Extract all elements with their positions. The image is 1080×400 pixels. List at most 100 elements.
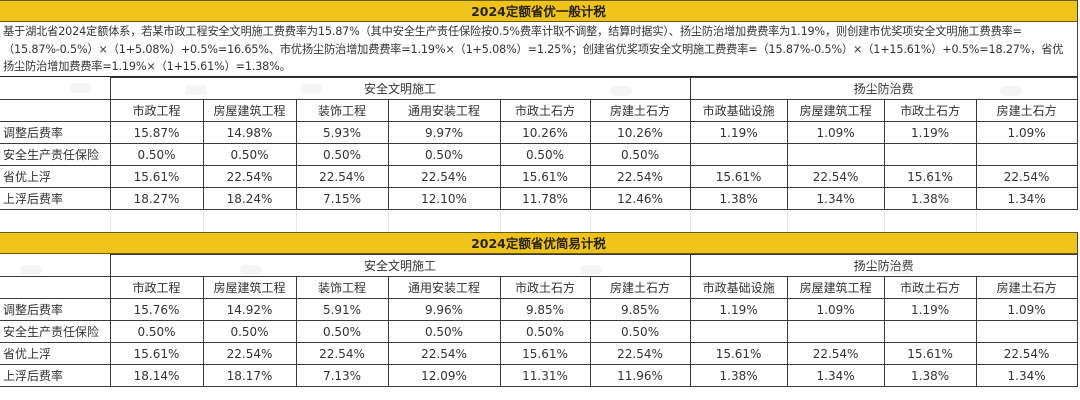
- cell[interactable]: 1.38%: [883, 187, 977, 210]
- cell[interactable]: 1.09%: [786, 121, 885, 144]
- column-header[interactable]: 房建土石方: [975, 276, 1078, 299]
- cell[interactable]: 22.54%: [202, 342, 297, 365]
- cell[interactable]: 14.92%: [202, 298, 297, 321]
- cell[interactable]: 18.17%: [202, 364, 297, 387]
- cell[interactable]: 1.09%: [786, 298, 885, 321]
- cell[interactable]: [883, 320, 977, 343]
- cell[interactable]: 0.50%: [202, 143, 297, 166]
- column-header[interactable]: 房建土石方: [589, 276, 691, 299]
- column-header[interactable]: 房建土石方: [589, 99, 691, 122]
- column-header[interactable]: 房屋建筑工程: [786, 276, 885, 299]
- cell[interactable]: 22.54%: [295, 165, 389, 188]
- group-header-dust[interactable]: 扬尘防治费: [689, 254, 1078, 277]
- column-header[interactable]: 房屋建筑工程: [786, 99, 885, 122]
- group-header-safety[interactable]: 安全文明施工: [109, 77, 691, 100]
- cell[interactable]: 7.15%: [295, 187, 389, 210]
- cell[interactable]: 1.38%: [689, 364, 788, 387]
- row-label[interactable]: 省优上浮: [0, 342, 111, 365]
- table2-corner-cell-2[interactable]: [0, 276, 111, 299]
- row-label[interactable]: 上浮后费率: [0, 187, 111, 210]
- cell[interactable]: 9.96%: [387, 298, 501, 321]
- column-header[interactable]: 市政土石方: [883, 99, 977, 122]
- column-header[interactable]: 通用安装工程: [387, 99, 501, 122]
- cell[interactable]: 22.54%: [786, 165, 885, 188]
- cell[interactable]: 15.61%: [109, 165, 204, 188]
- column-header[interactable]: 装饰工程: [295, 276, 389, 299]
- cell[interactable]: 0.50%: [387, 320, 501, 343]
- cell[interactable]: 12.09%: [387, 364, 501, 387]
- cell[interactable]: 22.54%: [202, 165, 297, 188]
- cell[interactable]: 7.13%: [295, 364, 389, 387]
- row-label[interactable]: 安全生产责任保险: [0, 320, 111, 343]
- column-header[interactable]: 通用安装工程: [387, 276, 501, 299]
- cell[interactable]: 1.19%: [883, 121, 977, 144]
- column-header[interactable]: 市政土石方: [499, 99, 591, 122]
- group-header-dust[interactable]: 扬尘防治费: [689, 77, 1078, 100]
- table2-title[interactable]: 2024定额省优简易计税: [0, 232, 1078, 254]
- cell[interactable]: 15.76%: [109, 298, 204, 321]
- cell[interactable]: 1.09%: [975, 298, 1078, 321]
- cell[interactable]: 9.97%: [387, 121, 501, 144]
- group-header-safety[interactable]: 安全文明施工: [109, 254, 691, 277]
- cell[interactable]: 0.50%: [589, 320, 691, 343]
- cell[interactable]: 15.61%: [689, 342, 788, 365]
- cell[interactable]: 0.50%: [387, 143, 501, 166]
- cell[interactable]: 1.09%: [975, 121, 1078, 144]
- table1-corner-cell[interactable]: [0, 77, 111, 100]
- cell[interactable]: 9.85%: [499, 298, 591, 321]
- cell[interactable]: 15.61%: [883, 165, 977, 188]
- cell[interactable]: 0.50%: [589, 143, 691, 166]
- row-label[interactable]: 上浮后费率: [0, 364, 111, 387]
- cell[interactable]: 0.50%: [499, 143, 591, 166]
- column-header[interactable]: 市政基础设施: [689, 99, 788, 122]
- cell[interactable]: 22.54%: [589, 342, 691, 365]
- row-label[interactable]: 调整后费率: [0, 298, 111, 321]
- cell[interactable]: 5.93%: [295, 121, 389, 144]
- cell[interactable]: 0.50%: [295, 143, 389, 166]
- cell[interactable]: 1.34%: [786, 187, 885, 210]
- cell[interactable]: 22.54%: [975, 165, 1078, 188]
- cell[interactable]: 18.24%: [202, 187, 297, 210]
- cell[interactable]: 0.50%: [109, 320, 204, 343]
- cell[interactable]: 14.98%: [202, 121, 297, 144]
- cell[interactable]: 22.54%: [786, 342, 885, 365]
- cell[interactable]: 11.31%: [499, 364, 591, 387]
- cell[interactable]: 1.38%: [689, 187, 788, 210]
- table1-note[interactable]: 基于湖北省2024定额体系，若某市政工程安全文明施工费费率为15.87%（其中安…: [0, 22, 1078, 77]
- cell[interactable]: 0.50%: [295, 320, 389, 343]
- cell[interactable]: 1.19%: [883, 298, 977, 321]
- cell[interactable]: 10.26%: [589, 121, 691, 144]
- column-header[interactable]: 市政土石方: [883, 276, 977, 299]
- table1-title[interactable]: 2024定额省优一般计税: [0, 0, 1078, 22]
- cell[interactable]: 15.61%: [499, 165, 591, 188]
- cell[interactable]: 18.27%: [109, 187, 204, 210]
- cell[interactable]: 22.54%: [589, 165, 691, 188]
- cell[interactable]: 1.38%: [883, 364, 977, 387]
- cell[interactable]: 15.61%: [109, 342, 204, 365]
- column-header[interactable]: 市政工程: [109, 99, 204, 122]
- cell[interactable]: 12.10%: [387, 187, 501, 210]
- cell[interactable]: [786, 143, 885, 166]
- column-header[interactable]: 房建土石方: [975, 99, 1078, 122]
- cell[interactable]: 0.50%: [109, 143, 204, 166]
- cell[interactable]: [975, 320, 1078, 343]
- cell[interactable]: 15.61%: [883, 342, 977, 365]
- table1-corner-cell-2[interactable]: [0, 99, 111, 122]
- cell[interactable]: 1.34%: [786, 364, 885, 387]
- column-header[interactable]: 市政工程: [109, 276, 204, 299]
- cell[interactable]: 15.61%: [499, 342, 591, 365]
- column-header[interactable]: 市政土石方: [499, 276, 591, 299]
- cell[interactable]: 22.54%: [975, 342, 1078, 365]
- row-label[interactable]: 安全生产责任保险: [0, 143, 111, 166]
- cell[interactable]: 1.34%: [975, 364, 1078, 387]
- cell[interactable]: 18.14%: [109, 364, 204, 387]
- cell[interactable]: 15.87%: [109, 121, 204, 144]
- cell[interactable]: 1.19%: [689, 121, 788, 144]
- cell[interactable]: 12.46%: [589, 187, 691, 210]
- cell[interactable]: [883, 143, 977, 166]
- column-header[interactable]: 装饰工程: [295, 99, 389, 122]
- cell[interactable]: 0.50%: [202, 320, 297, 343]
- column-header[interactable]: 房屋建筑工程: [202, 276, 297, 299]
- row-label[interactable]: 调整后费率: [0, 121, 111, 144]
- cell[interactable]: 22.54%: [295, 342, 389, 365]
